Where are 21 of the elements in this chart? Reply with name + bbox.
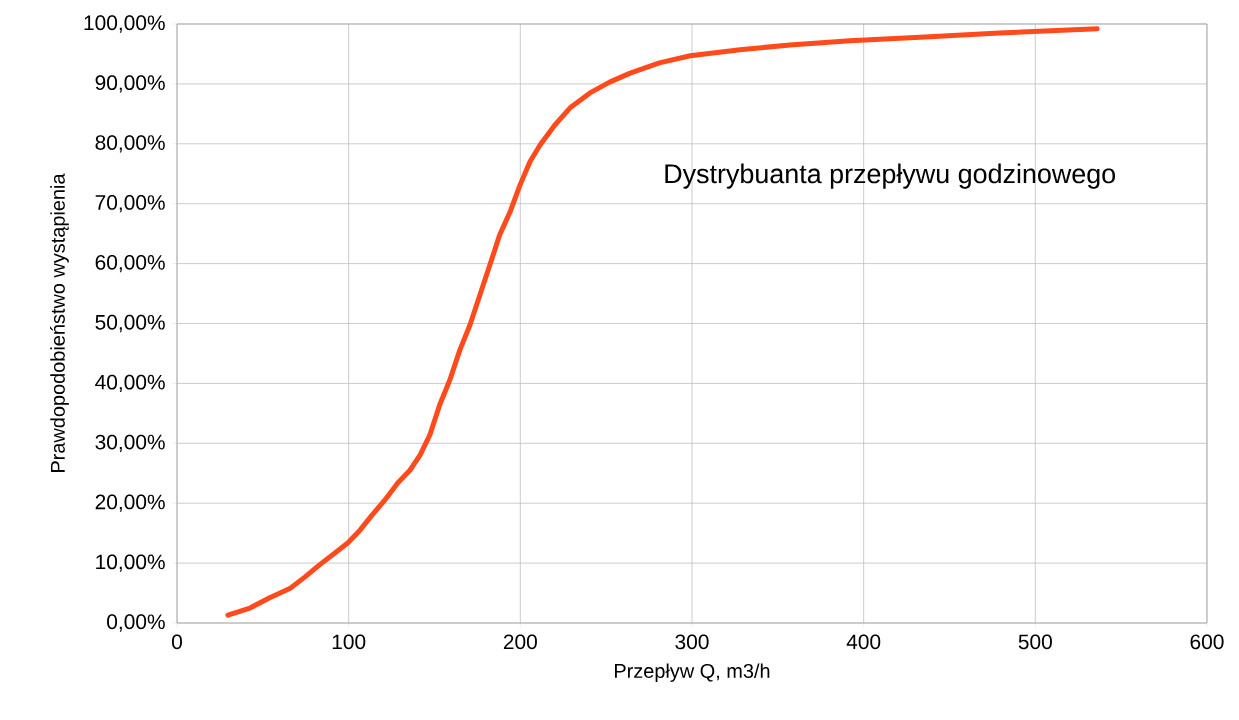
y-tick-label: 30,00% [95, 434, 165, 452]
y-tick-label: 10,00% [96, 554, 165, 572]
y-tick-label: 100,00% [84, 15, 165, 33]
y-tick-label: 70,00% [95, 195, 165, 213]
y-tick-label: 90,00% [95, 75, 165, 93]
y-tick-label: 40,00% [95, 374, 165, 393]
x-tick-label: 100 [332, 634, 366, 650]
y-tick-label: 0,00% [107, 614, 165, 632]
x-tick-label: 200 [503, 634, 537, 650]
x-tick-label: 0 [172, 634, 182, 650]
y-axis-title: Prawdopodobieństwo wystąpienia [50, 173, 69, 472]
y-tick-label: 60,00% [95, 254, 165, 273]
y-tick-label: 20,00% [95, 494, 165, 512]
x-axis-title: Przepływ Q, m3/h [615, 663, 770, 682]
y-tick-label: 80,00% [95, 135, 165, 153]
x-tick-label: 300 [675, 634, 709, 650]
x-tick-label: 600 [1190, 634, 1224, 650]
x-tick-label: 500 [1018, 634, 1052, 650]
text: Dystrybuanta przepływu godzinowego [665, 163, 1116, 189]
x-tick-label: 400 [846, 634, 881, 650]
y-tick-label: 50,00% [95, 314, 165, 333]
